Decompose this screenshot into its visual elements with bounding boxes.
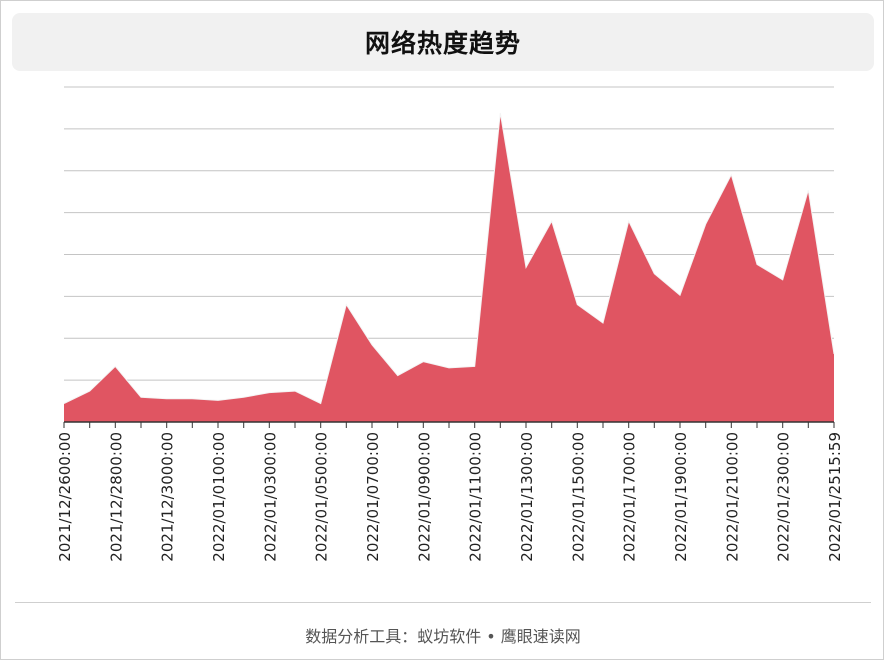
x-tick-label: 2021/12/2600:00 [56, 432, 74, 562]
area-chart: 2021/12/2600:00 2021/12/2800:00 2021/12/30… [56, 86, 844, 562]
x-tick-label: 2022/01/2100:00 [723, 432, 741, 562]
x-tick-label: 2022/01/0700:00 [364, 432, 382, 562]
x-tick-label: 2022/01/2300:00 [775, 432, 793, 562]
x-tick-label: 2021/12/3000:00 [159, 432, 177, 562]
footer-divider [15, 602, 871, 603]
x-tick-label: 2022/01/1700:00 [621, 432, 639, 562]
x-tick-label: 2022/01/1900:00 [672, 432, 690, 562]
x-tick-label: 2022/01/0100:00 [210, 432, 228, 562]
title-bar: 网络热度趋势 [12, 13, 874, 71]
x-tick-label: 2022/01/0900:00 [415, 432, 433, 562]
chart-area: 2021/12/2600:00 2021/12/2800:00 2021/12/30… [1, 1, 884, 601]
x-tick-label: 2022/01/1100:00 [467, 432, 485, 562]
x-axis-ticks [63, 422, 835, 428]
series-area [64, 113, 834, 422]
series-line [63, 112, 835, 405]
x-tick-label: 2022/01/1300:00 [518, 432, 536, 562]
footer-credit: 数据分析工具：蚁坊软件 • 鹰眼速读网 [305, 627, 581, 646]
x-tick-label: 2022/01/1500:00 [569, 432, 587, 562]
x-tick-label: 2021/12/2800:00 [107, 432, 125, 562]
chart-title: 网络热度趋势 [364, 29, 521, 58]
x-tick-label: 2022/01/0500:00 [313, 432, 331, 562]
x-tick-label: 2022/01/0300:00 [261, 432, 279, 562]
x-tick-labels: 2021/12/2600:00 2021/12/2800:00 2021/12/30… [56, 432, 844, 562]
x-tick-label: 2022/01/2515:59 [826, 432, 844, 562]
